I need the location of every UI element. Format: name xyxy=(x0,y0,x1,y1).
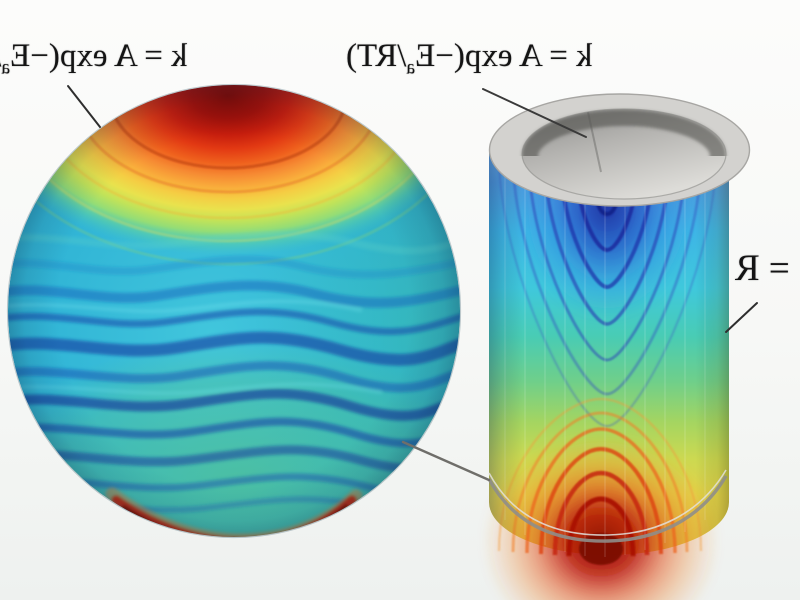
rate-law-label-cylinder: k = A exp(−Ea/RT) xyxy=(346,38,593,79)
radius-label-text: = R xyxy=(735,248,790,289)
leader-line-sphere-label xyxy=(67,85,101,128)
leader-line-sphere-to-ring xyxy=(401,440,491,482)
sphere-surface-plot xyxy=(6,83,462,539)
rate-law-label-sphere: k = A exp(−Ea/RT) xyxy=(0,38,188,79)
tube-bottom-ring xyxy=(487,469,728,543)
sphere-edge-shading xyxy=(8,85,460,537)
cylinder-surface-plot xyxy=(483,93,751,600)
rate-law-cylinder-suffix: /RT) xyxy=(346,38,407,74)
rate-law-sphere-subscript: a xyxy=(1,56,11,79)
leader-line-radius-label xyxy=(725,302,758,333)
rate-law-sphere-prefix: k = A exp(−E xyxy=(10,38,188,74)
leader-lines xyxy=(67,85,758,482)
leader-line-cylinder-label xyxy=(482,88,587,138)
rate-law-cylinder-prefix: k = A exp(−E xyxy=(415,38,593,74)
sphere-outline xyxy=(6,83,462,539)
radius-label: = R xyxy=(735,248,790,291)
cylinder-edge-shading xyxy=(489,98,729,555)
rate-law-sphere-suffix: /RT) xyxy=(0,38,2,74)
tube-cavity-seam xyxy=(587,111,602,173)
rate-law-cylinder-subscript: a xyxy=(406,56,416,79)
